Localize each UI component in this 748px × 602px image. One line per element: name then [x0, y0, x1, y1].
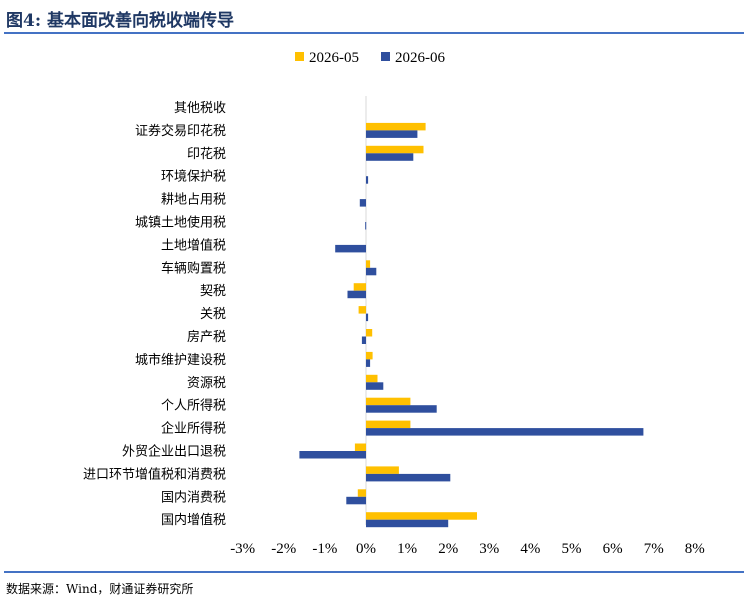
bar-series1 [357, 489, 366, 497]
bar-series1 [366, 260, 371, 268]
bar-series2 [347, 290, 366, 299]
category-label: 关税 [200, 307, 226, 322]
legend-item: 2026-06 [381, 50, 445, 66]
bar-series2 [365, 222, 367, 230]
bar-series2 [366, 153, 414, 161]
bar-series2 [366, 359, 371, 367]
bar-series1 [366, 374, 378, 383]
category-label: 资源税 [187, 376, 226, 391]
page-title: 图4: 基本面改善向税收端传导 [6, 11, 235, 31]
category-label: 国内消费税 [161, 489, 226, 505]
bar-series2 [366, 473, 451, 482]
bar-series1 [358, 306, 366, 314]
category-label: 个人所得税 [161, 398, 226, 414]
category-label: 其他税收 [174, 101, 226, 116]
category-label: 车辆购置税 [161, 260, 226, 276]
bar-series2 [366, 428, 644, 436]
x-tick-labels: -3% -2% -1% 0% 1% 2% 3% 4% 5% 6% 7% 8% [230, 541, 705, 557]
category-label: 外贸企业出口退税 [122, 444, 226, 460]
x-tick-label: 7% [644, 541, 664, 557]
category-label: 印花税 [187, 146, 226, 162]
bar-series1 [366, 466, 399, 474]
category-label: 国内增值税 [161, 512, 226, 528]
x-tick-label: 4% [520, 541, 540, 557]
x-tick-label: 6% [603, 541, 623, 557]
bar-series2 [366, 176, 369, 184]
bar-series2 [366, 519, 449, 528]
x-tick-label: 2% [438, 541, 458, 557]
x-tick-label: 3% [479, 541, 499, 557]
bar-series2 [366, 405, 437, 413]
legend-swatch [295, 52, 304, 61]
bar-series2 [346, 496, 366, 505]
source-note: 数据来源：Wind，财通证券研究所 [6, 582, 194, 596]
bar-series1 [366, 397, 411, 406]
bar-series2 [366, 267, 377, 276]
bar-series1 [366, 420, 411, 429]
category-label: 城镇土地使用税 [135, 215, 226, 231]
bottom-rule [4, 571, 744, 573]
bar-series2 [366, 130, 418, 138]
bar-series2 [359, 199, 366, 207]
bar-series2 [299, 451, 366, 459]
x-tick-label: 0% [356, 541, 376, 557]
top-rule [4, 32, 744, 34]
bar-series1 [366, 329, 373, 337]
bar-series2 [335, 244, 366, 253]
bar-series1 [354, 443, 366, 451]
bar-series1 [366, 512, 477, 520]
bar-series2 [366, 382, 384, 390]
category-label: 企业所得税 [161, 421, 226, 437]
category-label: 进口环节增值税和消费税 [83, 466, 226, 482]
bar-series1 [366, 145, 424, 154]
category-label: 环境保护税 [161, 170, 226, 185]
x-tick-label: -1% [312, 541, 337, 557]
x-tick-label: -2% [271, 541, 296, 557]
legend-item: 2026-05 [295, 50, 359, 66]
legend-label: 2026-06 [395, 50, 445, 66]
legend-swatch [381, 52, 390, 61]
legend: 2026-05 2026-06 [295, 50, 445, 66]
category-labels: 其他税收证券交易印花税印花税环境保护税耕地占用税城镇土地使用税土地增值税车辆购置… [83, 101, 226, 528]
chart: 2026-05 2026-06 其他税收证券交易印花税印花税环境保护税耕地占用税城… [83, 50, 705, 557]
category-label: 证券交易印花税 [135, 123, 226, 139]
category-label: 契税 [200, 284, 226, 299]
category-label: 土地增值税 [161, 237, 226, 253]
bar-series1 [353, 283, 366, 291]
bar-series1 [366, 351, 373, 360]
x-tick-label: -3% [230, 541, 255, 557]
x-tick-label: 1% [397, 541, 417, 557]
category-label: 耕地占用税 [161, 192, 226, 208]
bar-series2 [366, 313, 369, 322]
bar-series1 [366, 122, 426, 131]
legend-label: 2026-05 [309, 50, 359, 66]
bar-series2 [361, 336, 366, 344]
x-tick-label: 8% [685, 541, 705, 557]
x-tick-label: 5% [562, 541, 582, 557]
bars [299, 122, 644, 528]
category-label: 城市维护建设税 [135, 352, 226, 368]
category-label: 房产税 [187, 329, 226, 345]
